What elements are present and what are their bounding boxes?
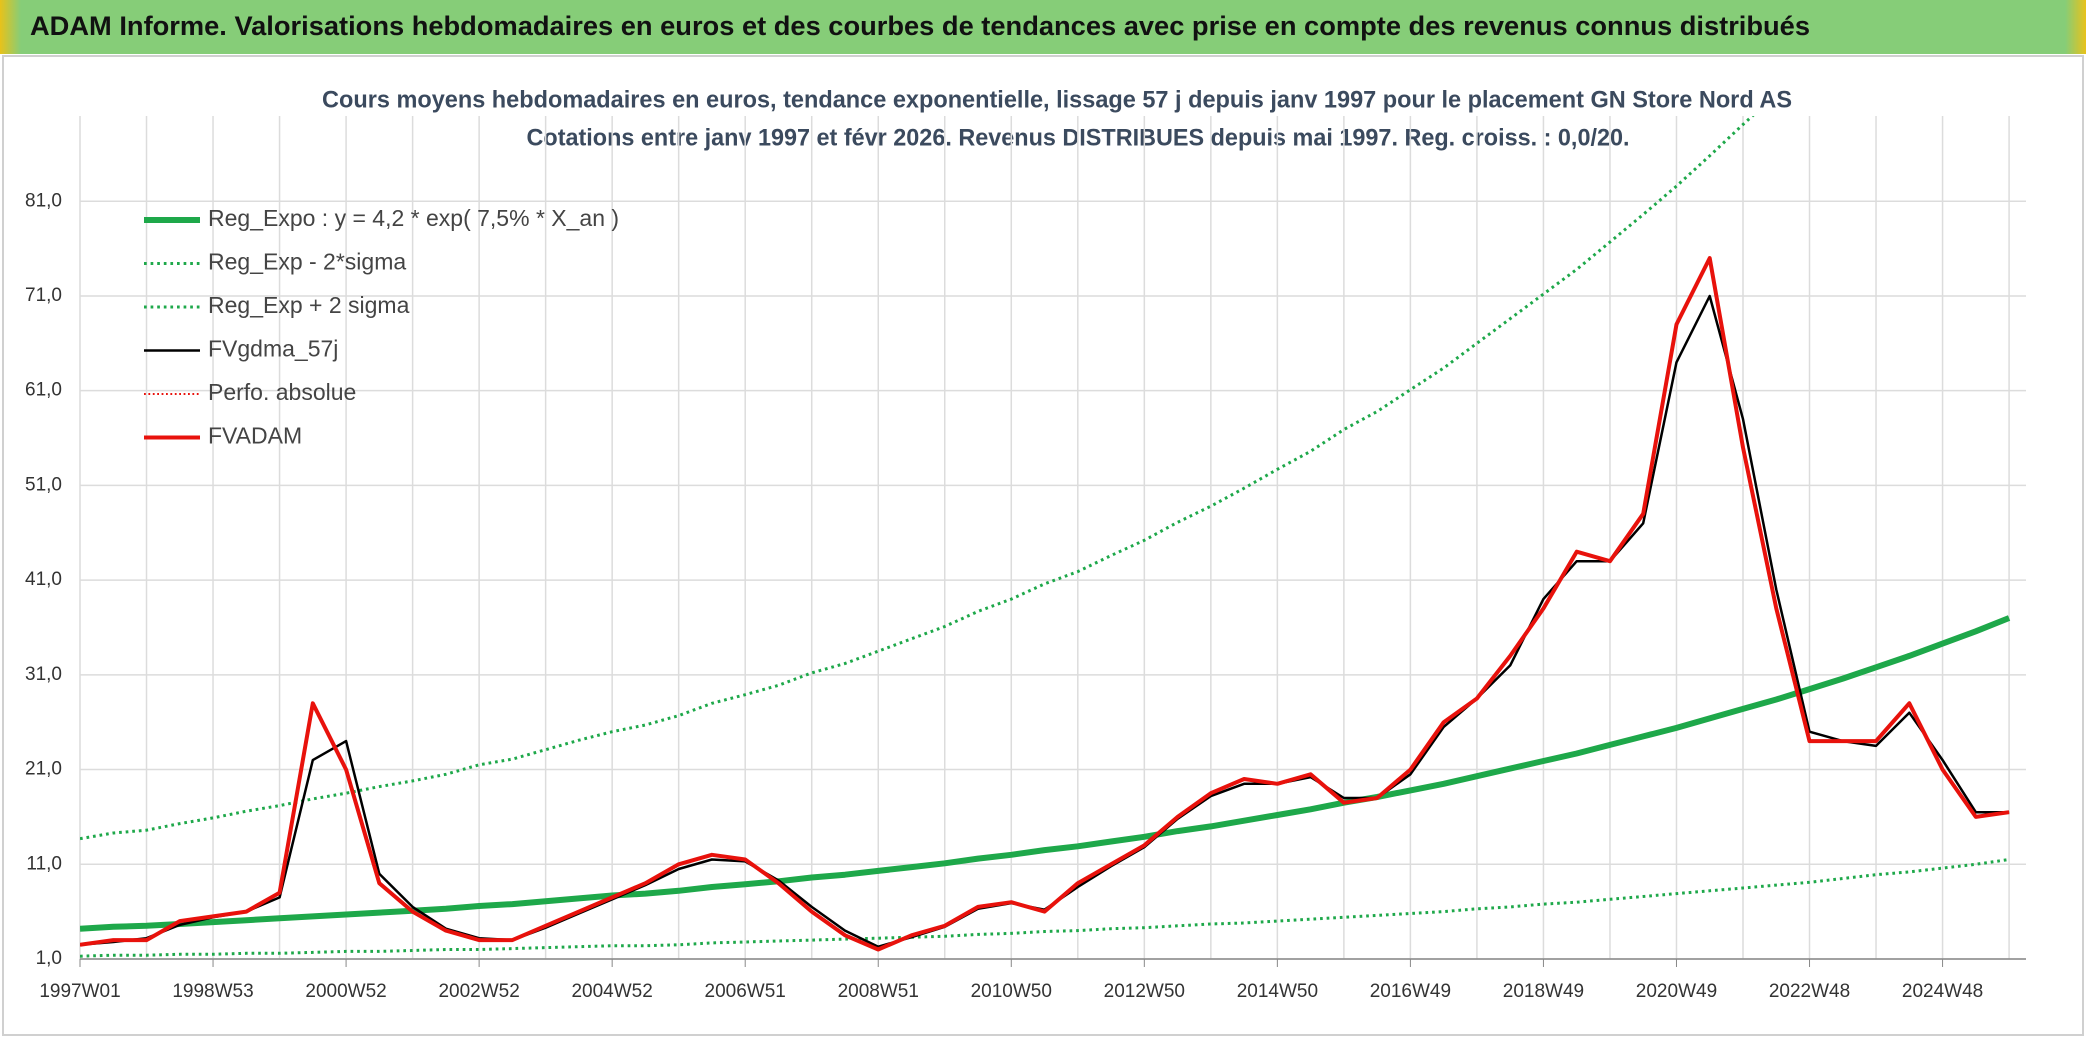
- y-tick-label: 51,0: [25, 474, 62, 495]
- chart-title: ADAM Informe. Valorisations hebdomadaire…: [30, 11, 1810, 41]
- x-tick-label: 2014W50: [1237, 981, 1318, 1002]
- legend-label: Reg_Exp - 2*sigma: [208, 249, 406, 275]
- x-tick-label: 2010W50: [971, 981, 1052, 1002]
- x-tick-label: 1997W01: [39, 981, 120, 1002]
- y-tick-label: 11,0: [26, 853, 62, 874]
- legend-label: Reg_Expo : y = 4,2 * exp( 7,5% * X_an ): [208, 205, 619, 231]
- x-tick-label: 1998W53: [172, 981, 253, 1002]
- series-line: [80, 615, 2011, 932]
- x-tick-label: 2018W49: [1503, 981, 1584, 1002]
- x-tick-label: 2024W48: [1902, 981, 1983, 1002]
- x-tick-label: 2006W51: [705, 981, 786, 1002]
- header-bar: [0, 0, 2086, 54]
- legend-label: FVgdma_57j: [208, 336, 338, 362]
- legend-label: Reg_Exp + 2 sigma: [208, 292, 410, 318]
- x-tick-label: 2016W49: [1370, 981, 1451, 1002]
- x-tick-label: 2020W49: [1636, 981, 1717, 1002]
- y-tick-label: 81,0: [25, 190, 62, 211]
- y-tick-label: 31,0: [25, 664, 62, 685]
- legend-label: FVADAM: [208, 423, 302, 449]
- y-tick-label: 1,0: [36, 948, 62, 969]
- y-tick-label: 41,0: [25, 569, 62, 590]
- x-tick-label: 2002W52: [438, 981, 519, 1002]
- y-tick-label: 71,0: [25, 285, 62, 306]
- y-tick-label: 61,0: [25, 380, 62, 401]
- x-tick-label: 2022W48: [1769, 981, 1850, 1002]
- x-tick-label: 2000W52: [305, 981, 386, 1002]
- x-tick-label: 2008W51: [838, 981, 919, 1002]
- x-tick-label: 2012W50: [1104, 981, 1185, 1002]
- series-line: [80, 858, 2010, 958]
- chart-frame: [2, 55, 2084, 1036]
- y-tick-label: 21,0: [25, 759, 62, 780]
- legend-label: Perfo. absolue: [208, 379, 356, 405]
- x-tick-label: 2004W52: [571, 981, 652, 1002]
- series-line: [80, 256, 2010, 952]
- chart-subtitle: Cours moyens hebdomadaires en euros, ten…: [322, 86, 1792, 113]
